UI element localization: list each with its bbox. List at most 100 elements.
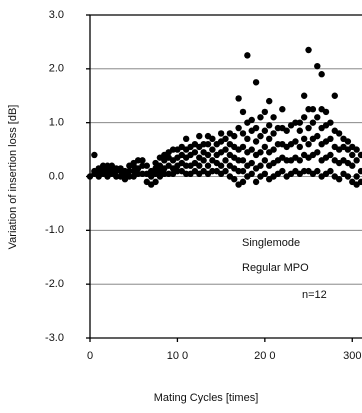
data-point [279,106,286,113]
data-point [231,175,238,183]
data-point [261,157,269,164]
data-point [261,143,269,151]
data-point [222,146,229,153]
data-point [143,162,151,169]
y-tick-label: -1.0 [45,224,64,236]
data-point [204,151,212,159]
data-point [279,167,286,175]
data-point [309,106,317,113]
data-point [327,167,334,175]
data-point [353,146,360,153]
data-point [204,141,212,148]
data-point [270,146,277,153]
data-point [327,119,334,126]
data-point [314,62,321,70]
data-point [239,108,247,116]
data-point [257,149,264,156]
x-tick-label: 10 0 [167,350,188,362]
data-point [322,108,330,116]
data-point [266,122,273,129]
data-point [182,135,190,143]
data-point [91,151,98,159]
data-point [217,162,225,169]
data-point [327,151,334,159]
data-point [331,92,338,99]
data-point [300,114,308,121]
data-point [344,173,352,180]
data-point [200,157,207,164]
data-point [314,167,321,175]
data-point [296,143,304,151]
data-point [239,130,247,137]
data-point [257,114,264,121]
data-point [335,130,343,137]
x-tick-label: 0 [87,350,93,362]
data-point [357,167,362,175]
data-point [239,157,247,164]
data-point [239,143,247,151]
data-point [296,127,304,134]
data-point [196,162,203,169]
data-point [239,178,247,186]
data-point [314,132,321,140]
data-point [261,108,269,116]
data-point [231,132,238,140]
y-tick-label: 2.0 [49,63,64,75]
annotation: Singlemode [242,237,300,249]
data-point [296,119,304,126]
data-point [252,124,260,132]
data-point [300,135,308,143]
data-point [296,157,304,164]
data-point [257,132,264,140]
data-point [239,167,247,175]
data-point [191,149,199,156]
data-point [209,135,216,143]
data-point [353,157,360,164]
data-point [222,167,229,175]
annotation: n=12 [302,289,327,301]
data-point [266,97,273,105]
data-point [204,162,212,169]
data-point [222,135,229,143]
data-point [283,127,290,134]
y-axis-label: Variation of insertion loss [dB] [7,105,19,250]
data-point [235,124,242,132]
data-point [257,162,264,169]
data-point [305,124,312,132]
y-tick-label: 3.0 [49,9,64,21]
data-point [196,132,203,140]
data-point [244,135,251,143]
data-point [292,138,299,145]
data-point [318,71,325,78]
data-point [335,175,343,183]
data-point [222,157,229,164]
data-point [252,178,260,186]
data-point [314,114,321,121]
data-point [300,92,308,99]
x-tick-label: 20 0 [254,350,275,362]
data-point [344,138,352,145]
data-point [349,162,356,169]
data-point [217,130,225,137]
data-point [248,170,255,178]
y-tick-label: 1.0 [49,117,64,129]
data-point [314,149,321,156]
data-point [252,79,260,86]
data-point [139,157,146,164]
data-point [309,119,317,126]
data-point [305,46,312,54]
x-tick-label: 300 [343,350,361,362]
data-point [353,173,360,180]
data-point [266,135,273,143]
data-point [357,151,362,159]
annotation: Regular MPO [242,262,309,274]
y-tick-label: -2.0 [45,278,64,290]
data-point [261,170,269,178]
data-point [252,138,260,145]
data-point [270,114,277,121]
data-point [244,52,251,59]
data-point [261,127,269,134]
data-point [152,178,159,186]
data-point [270,130,277,137]
